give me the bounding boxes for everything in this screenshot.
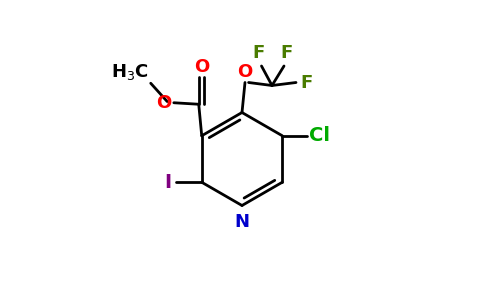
Text: F: F xyxy=(281,44,293,62)
Text: I: I xyxy=(165,173,172,192)
Text: Cl: Cl xyxy=(309,126,330,145)
Text: O: O xyxy=(156,94,172,112)
Text: N: N xyxy=(235,213,249,231)
Text: F: F xyxy=(301,74,313,92)
Text: O: O xyxy=(237,63,253,81)
Text: H$_3$C: H$_3$C xyxy=(111,62,149,82)
Text: O: O xyxy=(194,58,209,76)
Text: F: F xyxy=(252,44,265,62)
